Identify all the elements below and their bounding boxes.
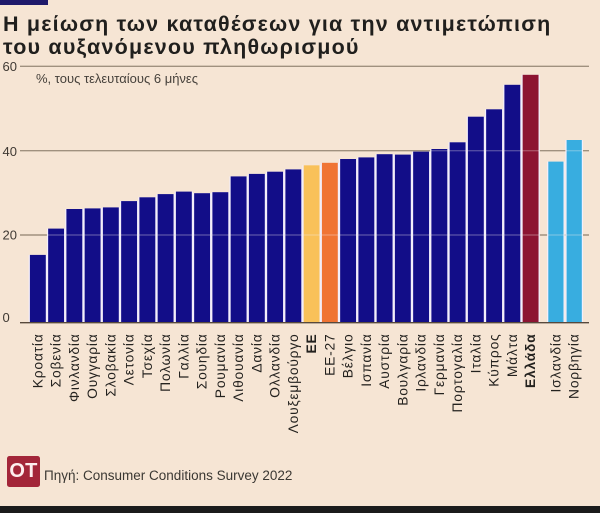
svg-text:Δανία: Δανία (249, 334, 264, 373)
svg-text:Ελλάδα: Ελλάδα (523, 334, 538, 389)
svg-text:Κροατία: Κροατία (30, 334, 45, 389)
svg-text:Πολωνία: Πολωνία (158, 334, 173, 392)
svg-text:60: 60 (3, 59, 17, 74)
svg-text:Λιθουανία: Λιθουανία (231, 334, 246, 402)
svg-text:Τσεχία: Τσεχία (140, 334, 155, 379)
svg-text:Λουξεμβούργο: Λουξεμβούργο (286, 334, 301, 434)
svg-text:Μάλτα: Μάλτα (505, 334, 520, 378)
svg-text:Σοβενία: Σοβενία (49, 334, 64, 388)
svg-text:Φινλανδία: Φινλανδία (67, 334, 82, 402)
svg-text:40: 40 (3, 144, 17, 159)
svg-text:Λετονία: Λετονία (122, 334, 137, 386)
svg-text:Κύπρος: Κύπρος (487, 334, 502, 387)
svg-text:Γερμανία: Γερμανία (432, 334, 447, 396)
svg-text:Σουηδία: Σουηδία (195, 334, 210, 390)
svg-text:ΕΕ-27: ΕΕ-27 (322, 334, 337, 376)
svg-text:Ολλανδία: Ολλανδία (268, 334, 283, 398)
svg-text:Σλοβακία: Σλοβακία (103, 334, 118, 397)
svg-text:Ιταλία: Ιταλία (468, 334, 483, 374)
svg-text:Γαλλία: Γαλλία (176, 334, 191, 379)
svg-text:Βουλγαρία: Βουλγαρία (395, 334, 410, 406)
svg-text:Αυστρία: Αυστρία (377, 334, 392, 389)
svg-text:Ισπανία: Ισπανία (359, 334, 374, 387)
svg-text:Πορτογαλία: Πορτογαλία (450, 334, 465, 413)
svg-text:Βέλγιο: Βέλγιο (341, 334, 356, 379)
svg-text:Ιρλανδία: Ιρλανδία (414, 334, 429, 392)
svg-text:ΕΕ: ΕΕ (304, 334, 319, 354)
svg-text:Ισλανδία: Ισλανδία (548, 334, 563, 393)
svg-text:0: 0 (3, 310, 10, 325)
svg-text:Ρουμανία: Ρουμανία (213, 334, 228, 399)
svg-text:Ουγγαρία: Ουγγαρία (85, 334, 100, 399)
svg-text:Νορβηγία: Νορβηγία (567, 334, 582, 399)
svg-text:20: 20 (3, 228, 17, 243)
